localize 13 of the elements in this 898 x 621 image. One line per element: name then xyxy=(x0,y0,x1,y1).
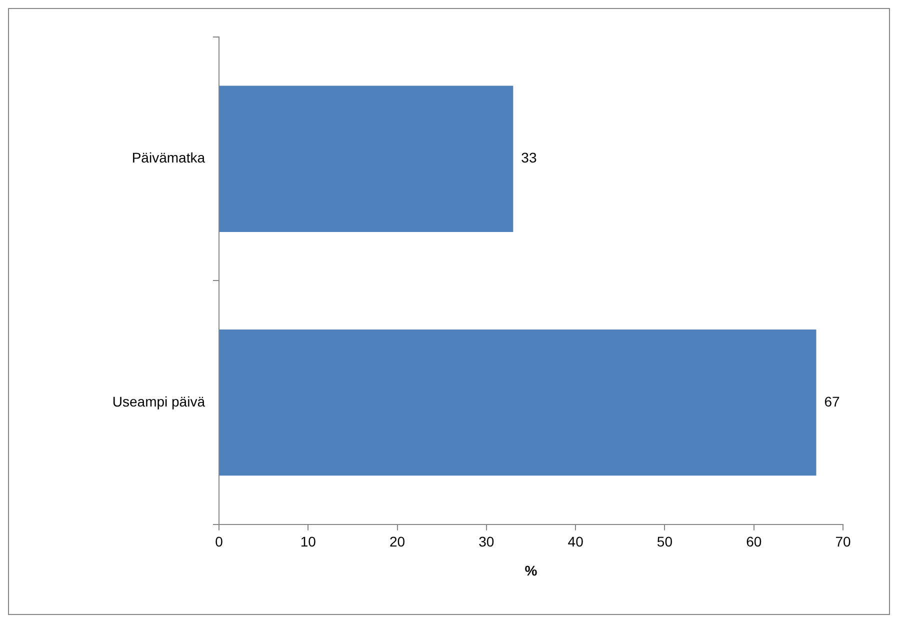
x-tick-label: 0 xyxy=(215,534,224,550)
x-tick-label: 20 xyxy=(389,534,406,550)
data-label: 67 xyxy=(824,393,840,410)
x-tick-label: 60 xyxy=(746,534,762,550)
x-tick-label: 40 xyxy=(568,534,584,550)
y-tick-label: Useampi päivä xyxy=(112,393,206,410)
x-tick-label: 30 xyxy=(478,534,494,550)
data-label: 33 xyxy=(521,150,537,166)
x-tick-label: 70 xyxy=(835,534,851,550)
x-tick-label: 50 xyxy=(656,534,673,550)
x-tick-label: 10 xyxy=(300,534,316,550)
x-axis-title: % xyxy=(524,562,538,578)
y-tick-label: Päivämatka xyxy=(132,150,206,166)
